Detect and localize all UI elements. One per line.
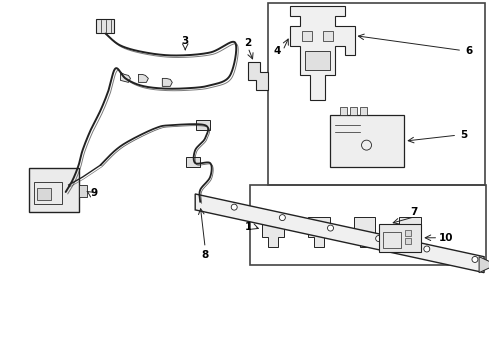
Text: 6: 6 xyxy=(466,45,473,55)
Circle shape xyxy=(327,225,334,231)
Bar xyxy=(186,157,200,167)
Bar xyxy=(360,107,367,115)
Text: 5: 5 xyxy=(461,130,468,140)
Text: 8: 8 xyxy=(201,250,209,260)
Polygon shape xyxy=(262,217,284,247)
Polygon shape xyxy=(162,78,172,86)
Bar xyxy=(340,107,346,115)
Bar xyxy=(196,120,210,130)
Text: 4: 4 xyxy=(273,45,281,55)
Bar xyxy=(29,168,78,212)
Polygon shape xyxy=(308,217,330,247)
Polygon shape xyxy=(354,217,375,247)
Text: 7: 7 xyxy=(411,207,418,217)
Polygon shape xyxy=(479,257,490,273)
Text: 1: 1 xyxy=(245,222,252,232)
Circle shape xyxy=(472,256,478,262)
Bar xyxy=(305,50,330,71)
Text: 2: 2 xyxy=(245,37,251,48)
Bar xyxy=(34,182,62,204)
Polygon shape xyxy=(248,62,268,90)
Circle shape xyxy=(231,204,237,210)
Bar xyxy=(78,185,87,197)
Bar xyxy=(96,19,114,32)
Polygon shape xyxy=(121,72,130,82)
Bar xyxy=(250,185,486,265)
Bar xyxy=(37,188,51,200)
Polygon shape xyxy=(195,194,484,273)
Polygon shape xyxy=(138,75,148,82)
Bar xyxy=(268,3,485,185)
Bar xyxy=(405,238,412,244)
Polygon shape xyxy=(290,6,355,100)
Polygon shape xyxy=(399,217,421,247)
Bar xyxy=(405,230,412,236)
Circle shape xyxy=(279,215,285,221)
Bar xyxy=(302,31,312,41)
Circle shape xyxy=(424,246,430,252)
Bar xyxy=(349,107,357,115)
Text: 9: 9 xyxy=(91,188,98,198)
Bar xyxy=(384,232,401,248)
Circle shape xyxy=(376,235,382,242)
Text: 3: 3 xyxy=(182,36,189,46)
Bar xyxy=(323,31,333,41)
Bar xyxy=(61,185,78,198)
Bar xyxy=(379,224,421,252)
Text: 10: 10 xyxy=(439,233,454,243)
Bar xyxy=(330,115,404,167)
